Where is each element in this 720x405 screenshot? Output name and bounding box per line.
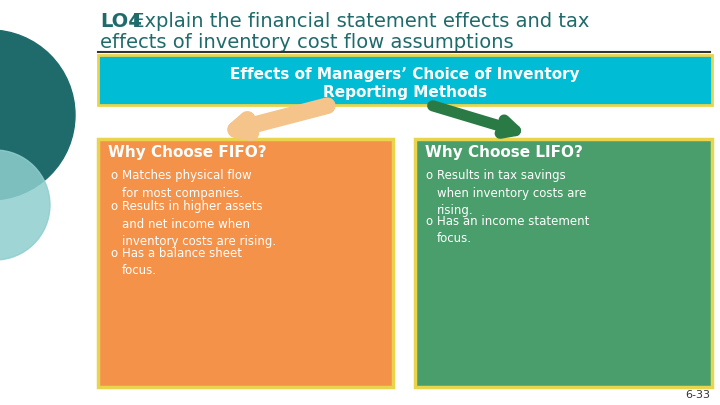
- Text: Results in higher assets
and net income when
inventory costs are rising.: Results in higher assets and net income …: [122, 200, 276, 248]
- Text: o: o: [110, 247, 117, 260]
- Circle shape: [0, 30, 75, 200]
- FancyBboxPatch shape: [98, 55, 712, 105]
- FancyBboxPatch shape: [98, 139, 393, 387]
- Text: o: o: [425, 215, 432, 228]
- Text: Effects of Managers’ Choice of Inventory: Effects of Managers’ Choice of Inventory: [230, 67, 580, 82]
- Text: Results in tax savings
when inventory costs are
rising.: Results in tax savings when inventory co…: [437, 169, 586, 217]
- Text: Why Choose LIFO?: Why Choose LIFO?: [425, 145, 583, 160]
- Text: 6-33: 6-33: [685, 390, 710, 400]
- Text: Has an income statement
focus.: Has an income statement focus.: [437, 215, 590, 245]
- Circle shape: [0, 150, 50, 260]
- Text: Explain the financial statement effects and tax: Explain the financial statement effects …: [126, 12, 590, 31]
- FancyBboxPatch shape: [415, 139, 712, 387]
- Text: o: o: [110, 200, 117, 213]
- Text: Has a balance sheet
focus.: Has a balance sheet focus.: [122, 247, 242, 277]
- Text: effects of inventory cost flow assumptions: effects of inventory cost flow assumptio…: [100, 33, 513, 52]
- Text: o: o: [425, 169, 432, 182]
- Text: LO4: LO4: [100, 12, 142, 31]
- Text: Why Choose FIFO?: Why Choose FIFO?: [108, 145, 266, 160]
- Text: Matches physical flow
for most companies.: Matches physical flow for most companies…: [122, 169, 251, 200]
- Text: o: o: [110, 169, 117, 182]
- Text: Reporting Methods: Reporting Methods: [323, 85, 487, 100]
